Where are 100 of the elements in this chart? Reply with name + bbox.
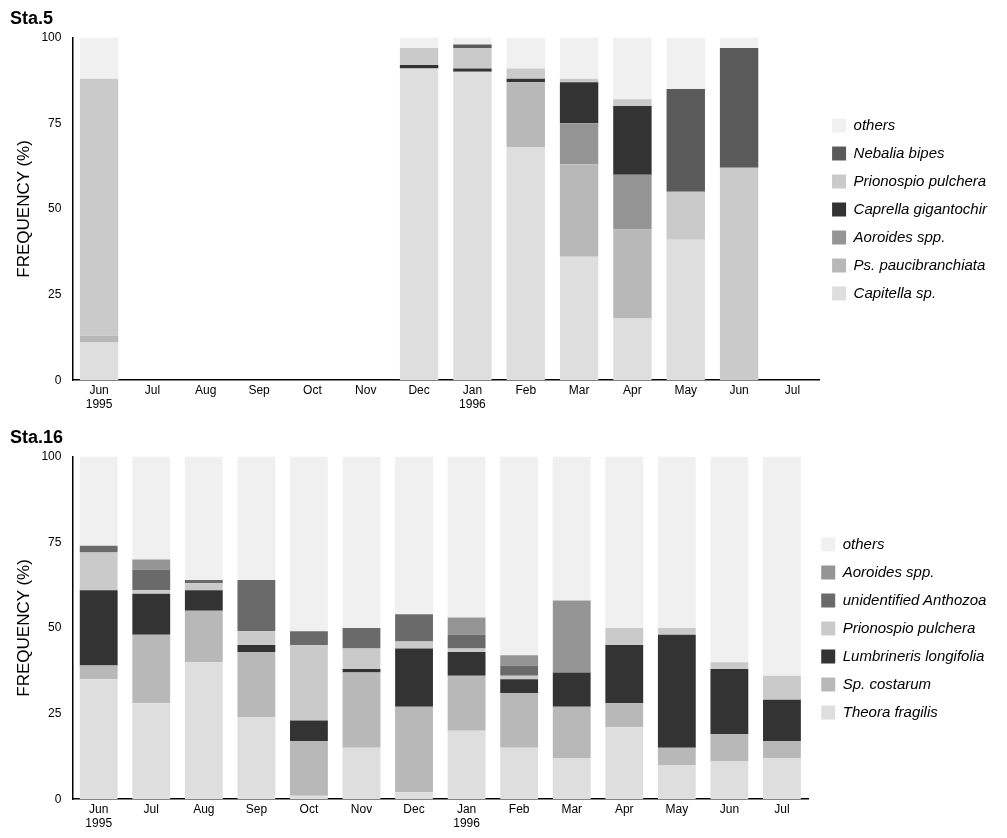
x-tick-label: Sep <box>245 801 268 816</box>
bar <box>453 44 492 48</box>
x-tick-label: Dec <box>403 801 425 816</box>
bar <box>79 590 118 666</box>
x-tick-label: Jul <box>144 382 161 397</box>
bar <box>132 559 171 570</box>
bar <box>237 631 276 646</box>
bar <box>710 761 749 800</box>
x-tick-label: Jan 1996 <box>453 801 481 831</box>
bar <box>79 342 119 381</box>
bar <box>500 456 539 656</box>
bar <box>613 174 652 230</box>
bar <box>447 648 486 652</box>
bar <box>605 703 644 728</box>
bar <box>399 68 439 381</box>
bar <box>290 720 328 741</box>
bar <box>613 99 652 107</box>
legend-label: Ps. paucibranchiata <box>853 255 986 273</box>
y-tick-label: 75 <box>48 534 62 549</box>
x-tick-label: Jun <box>719 801 740 816</box>
chart-title: Sta.16 <box>10 426 64 447</box>
bar <box>447 456 486 618</box>
bar <box>79 679 118 800</box>
bar <box>500 747 539 800</box>
x-tick-label: Mar <box>568 382 590 397</box>
bar <box>342 747 381 800</box>
bar <box>613 37 652 100</box>
bar <box>395 706 433 793</box>
x-tick-label: Apr <box>614 801 634 816</box>
x-tick-label: Jul <box>774 801 790 816</box>
legend-label: Sp. costarum <box>842 674 932 692</box>
legend-label: Lumbrineris longifolia <box>842 646 985 664</box>
x-tick-label: Jan 1996 <box>459 382 487 412</box>
legend-label: others <box>842 534 885 552</box>
y-tick-label: 50 <box>48 201 62 216</box>
bar <box>132 569 171 591</box>
bar <box>506 147 545 381</box>
y-tick-label: 25 <box>48 705 62 720</box>
bar <box>552 456 591 601</box>
bar <box>613 106 652 175</box>
y-tick-label: 75 <box>48 115 62 130</box>
bar <box>342 648 381 670</box>
bar <box>447 617 486 635</box>
bar <box>559 123 599 165</box>
chart-title: Sta.5 <box>10 7 54 28</box>
bar <box>184 610 223 663</box>
bar <box>132 456 171 560</box>
x-tick-label: May <box>665 801 689 816</box>
bar <box>399 47 439 66</box>
bar <box>453 71 492 381</box>
bar <box>605 727 644 800</box>
bar <box>342 456 381 628</box>
bar <box>290 645 328 721</box>
bar <box>79 37 119 79</box>
bar <box>605 627 644 646</box>
bar <box>710 669 749 735</box>
bar <box>657 764 696 800</box>
y-tick-label: 100 <box>41 448 62 463</box>
bar <box>763 675 801 700</box>
x-tick-label: Feb <box>515 382 537 397</box>
bar <box>552 706 591 759</box>
bar <box>666 37 705 89</box>
bar <box>447 675 486 731</box>
bar <box>447 651 486 676</box>
x-tick-label: Nov <box>350 801 373 816</box>
y-tick-label: 0 <box>54 791 62 806</box>
bar <box>657 634 696 748</box>
bar <box>184 662 223 800</box>
x-tick-label: Jun <box>729 382 749 397</box>
bar <box>710 662 749 670</box>
legend-label: Prionospio pulchera <box>842 618 976 636</box>
bar <box>237 645 276 652</box>
y-tick-label: 50 <box>48 620 62 635</box>
bar <box>710 734 749 762</box>
bar <box>763 456 801 676</box>
x-tick-label: May <box>674 382 698 397</box>
bar <box>552 600 591 673</box>
bar <box>506 68 545 79</box>
bar <box>710 456 749 663</box>
bar <box>237 716 276 800</box>
bar <box>290 631 328 646</box>
bar <box>605 645 644 704</box>
bar <box>613 229 652 319</box>
bar <box>447 730 486 800</box>
bar <box>79 545 118 553</box>
bar <box>500 665 539 676</box>
bar <box>453 47 492 69</box>
x-tick-label: Aug <box>193 801 215 816</box>
bar <box>79 78 119 336</box>
x-tick-label: Jul <box>784 382 801 397</box>
bar <box>552 672 591 707</box>
bar <box>657 747 696 765</box>
bar <box>290 740 328 796</box>
bar <box>605 456 644 628</box>
x-tick-label: Oct <box>299 801 319 816</box>
bar <box>559 256 599 381</box>
bar <box>657 456 696 628</box>
bar <box>613 318 652 381</box>
x-tick-label: Dec <box>408 382 430 397</box>
bar <box>719 167 759 381</box>
